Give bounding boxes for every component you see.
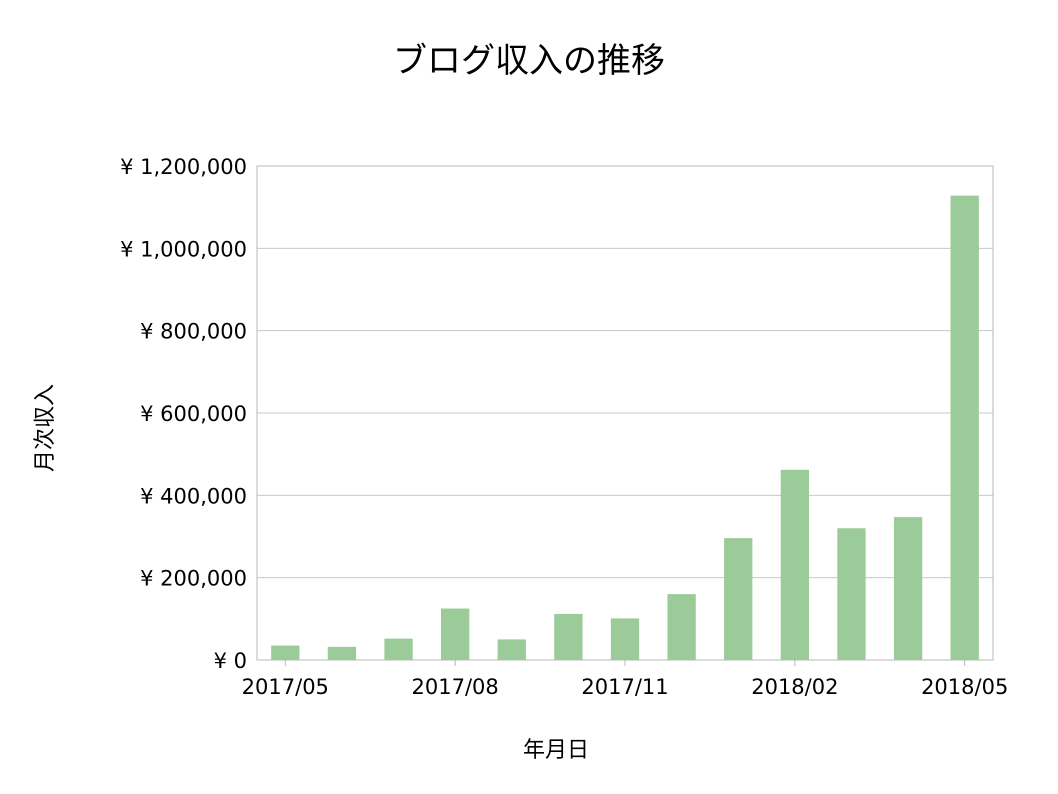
y-tick-label: ¥ 400,000 [140, 484, 247, 508]
bars [271, 195, 979, 660]
y-tick-label: ¥ 600,000 [140, 402, 247, 426]
bar [950, 195, 979, 660]
x-tick-label: 2017/05 [242, 675, 329, 699]
bar [327, 646, 357, 660]
x-tick-label: 2018/02 [751, 675, 838, 699]
bar [497, 639, 526, 660]
bar [780, 469, 809, 660]
y-tick-label: ¥ 200,000 [140, 567, 247, 591]
y-tick-label: ¥ 1,000,000 [120, 237, 247, 261]
y-tick-label: ¥ 800,000 [140, 320, 247, 344]
bar [837, 528, 866, 660]
bar [610, 618, 640, 660]
x-axis-title: 年月日 [523, 738, 589, 763]
y-axis-title: 月次収入 [33, 384, 58, 472]
x-tick-label: 2017/11 [581, 675, 668, 699]
x-tick-label: 2017/08 [412, 675, 499, 699]
bar [667, 594, 696, 660]
grid-lines [257, 247, 993, 579]
bar [384, 638, 413, 660]
x-tick-label: 2018/05 [921, 675, 1008, 699]
y-tick-label: ¥ 1,200,000 [120, 155, 247, 179]
bar [441, 608, 470, 660]
y-tick-labels: ¥ 0 ¥ 200,000 ¥ 400,000 ¥ 600,000 ¥ 800,000 ¥… [120, 155, 247, 673]
bar [554, 613, 583, 660]
bar [724, 538, 753, 660]
bar [893, 517, 923, 660]
bar [271, 645, 300, 660]
y-tick-label: ¥ 0 [214, 649, 247, 673]
chart-title: ブログ収入の推移 [393, 41, 665, 81]
x-tick-labels: 2017/05 2017/08 2017/11 2018/02 2018/05 [242, 660, 1008, 699]
